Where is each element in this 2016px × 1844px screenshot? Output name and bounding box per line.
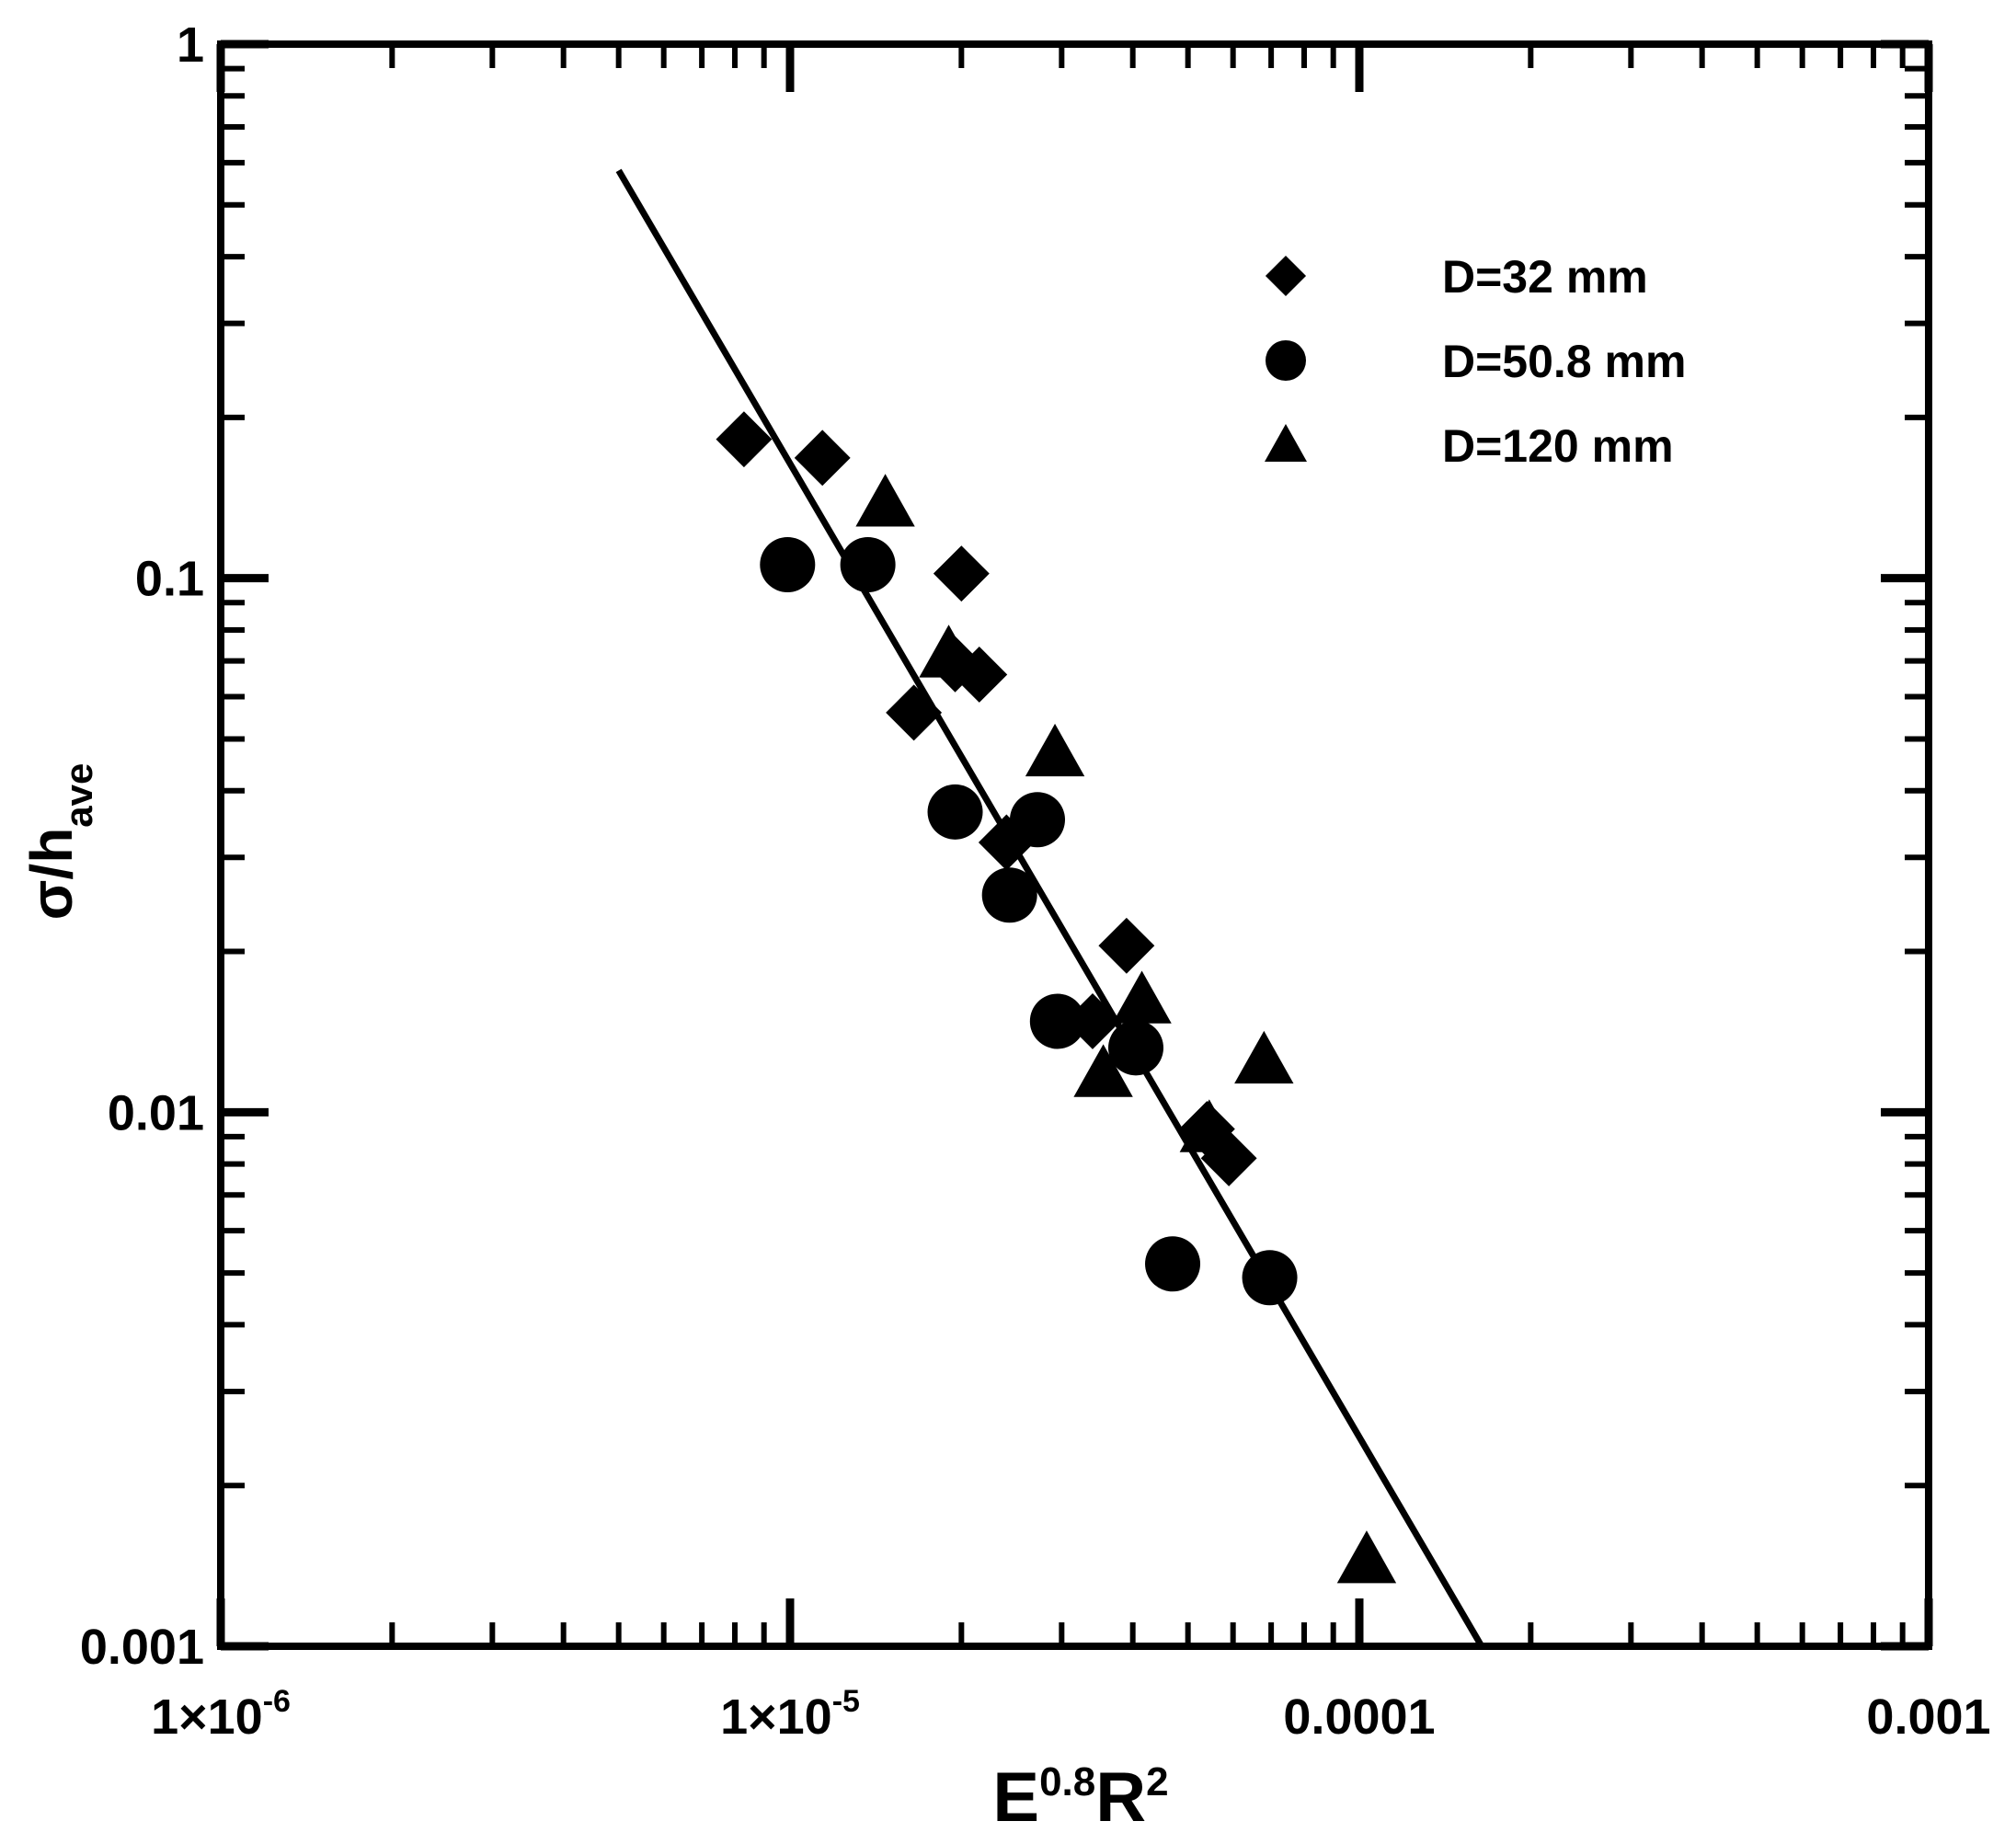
- x-axis-label-exponent-e: 0.8: [1039, 1759, 1095, 1804]
- circle-point: [1242, 1250, 1298, 1306]
- triangle-point: [1073, 1044, 1133, 1097]
- y-axis-label-subscript: ave: [57, 763, 100, 828]
- data-points: [716, 411, 1397, 1584]
- circle-point: [1029, 993, 1085, 1049]
- diamond-point: [1098, 917, 1155, 974]
- triangle-point: [919, 624, 979, 678]
- legend: D=32 mm D=50.8 mm D=120 mm: [1265, 251, 1686, 472]
- triangle-point: [1112, 970, 1172, 1024]
- x-tick-label: 0.0001: [1283, 1689, 1435, 1745]
- y-tick-label: 0.01: [108, 1085, 204, 1140]
- triangle-point: [855, 474, 915, 527]
- diamond-point: [886, 684, 943, 741]
- circle-point: [927, 784, 983, 840]
- x-tick-label-base: 0.0001: [1283, 1689, 1435, 1745]
- diamond-point: [794, 430, 851, 487]
- y-axis-label: σ/have: [18, 763, 100, 921]
- x-tick-label-base: 1×10: [720, 1689, 832, 1745]
- diamond-point: [1064, 993, 1121, 1049]
- y-tick-label: 0.1: [135, 552, 204, 607]
- x-tick-label-base: 1×10: [151, 1689, 263, 1745]
- triangle-point: [1336, 1530, 1397, 1584]
- diamond-point: [951, 647, 1008, 703]
- circle-point: [1009, 792, 1065, 848]
- y-tick-label: 0.001: [80, 1620, 204, 1675]
- x-tick-label-exponent: -6: [263, 1684, 291, 1719]
- x-tick-label: 1×10-5: [720, 1684, 860, 1745]
- circle-point: [1108, 1020, 1164, 1076]
- fit-line: [615, 168, 1485, 1648]
- fit-line-group: [615, 168, 1485, 1648]
- circle-point: [981, 867, 1037, 923]
- circle-point: [840, 536, 896, 592]
- circle-point: [1145, 1236, 1201, 1292]
- y-axis-label-base: σ/h: [18, 828, 85, 921]
- legend-marker-triangle: [1265, 424, 1307, 462]
- diamond-point: [716, 411, 773, 468]
- x-axis-label-base-r: R: [1095, 1758, 1146, 1837]
- x-axis-label-base-e: E: [992, 1758, 1039, 1837]
- y-tick-label: 1: [177, 17, 204, 73]
- legend-label: D=50.8 mm: [1442, 336, 1686, 387]
- circle-point: [760, 536, 816, 592]
- triangle-point: [1234, 1030, 1294, 1084]
- triangle-point: [1025, 723, 1085, 777]
- x-tick-label-base: 0.001: [1866, 1689, 1990, 1745]
- legend-marker-circle: [1266, 340, 1306, 381]
- legend-label: D=120 mm: [1442, 420, 1674, 472]
- x-axis-label: E0.8R2: [992, 1758, 1168, 1837]
- x-tick-label: 0.001: [1866, 1689, 1990, 1745]
- x-tick-label-exponent: -5: [832, 1684, 860, 1719]
- x-axis-label-exponent-r: 2: [1146, 1759, 1168, 1804]
- plot-frame: [217, 40, 1932, 1650]
- diamond-point: [1200, 1129, 1257, 1186]
- x-tick-label: 1×10-6: [151, 1684, 291, 1745]
- diamond-point: [933, 545, 990, 602]
- diamond-point: [978, 814, 1035, 871]
- legend-marker-diamond: [1265, 255, 1307, 297]
- triangle-point: [1179, 1099, 1240, 1152]
- legend-label: D=32 mm: [1442, 251, 1648, 303]
